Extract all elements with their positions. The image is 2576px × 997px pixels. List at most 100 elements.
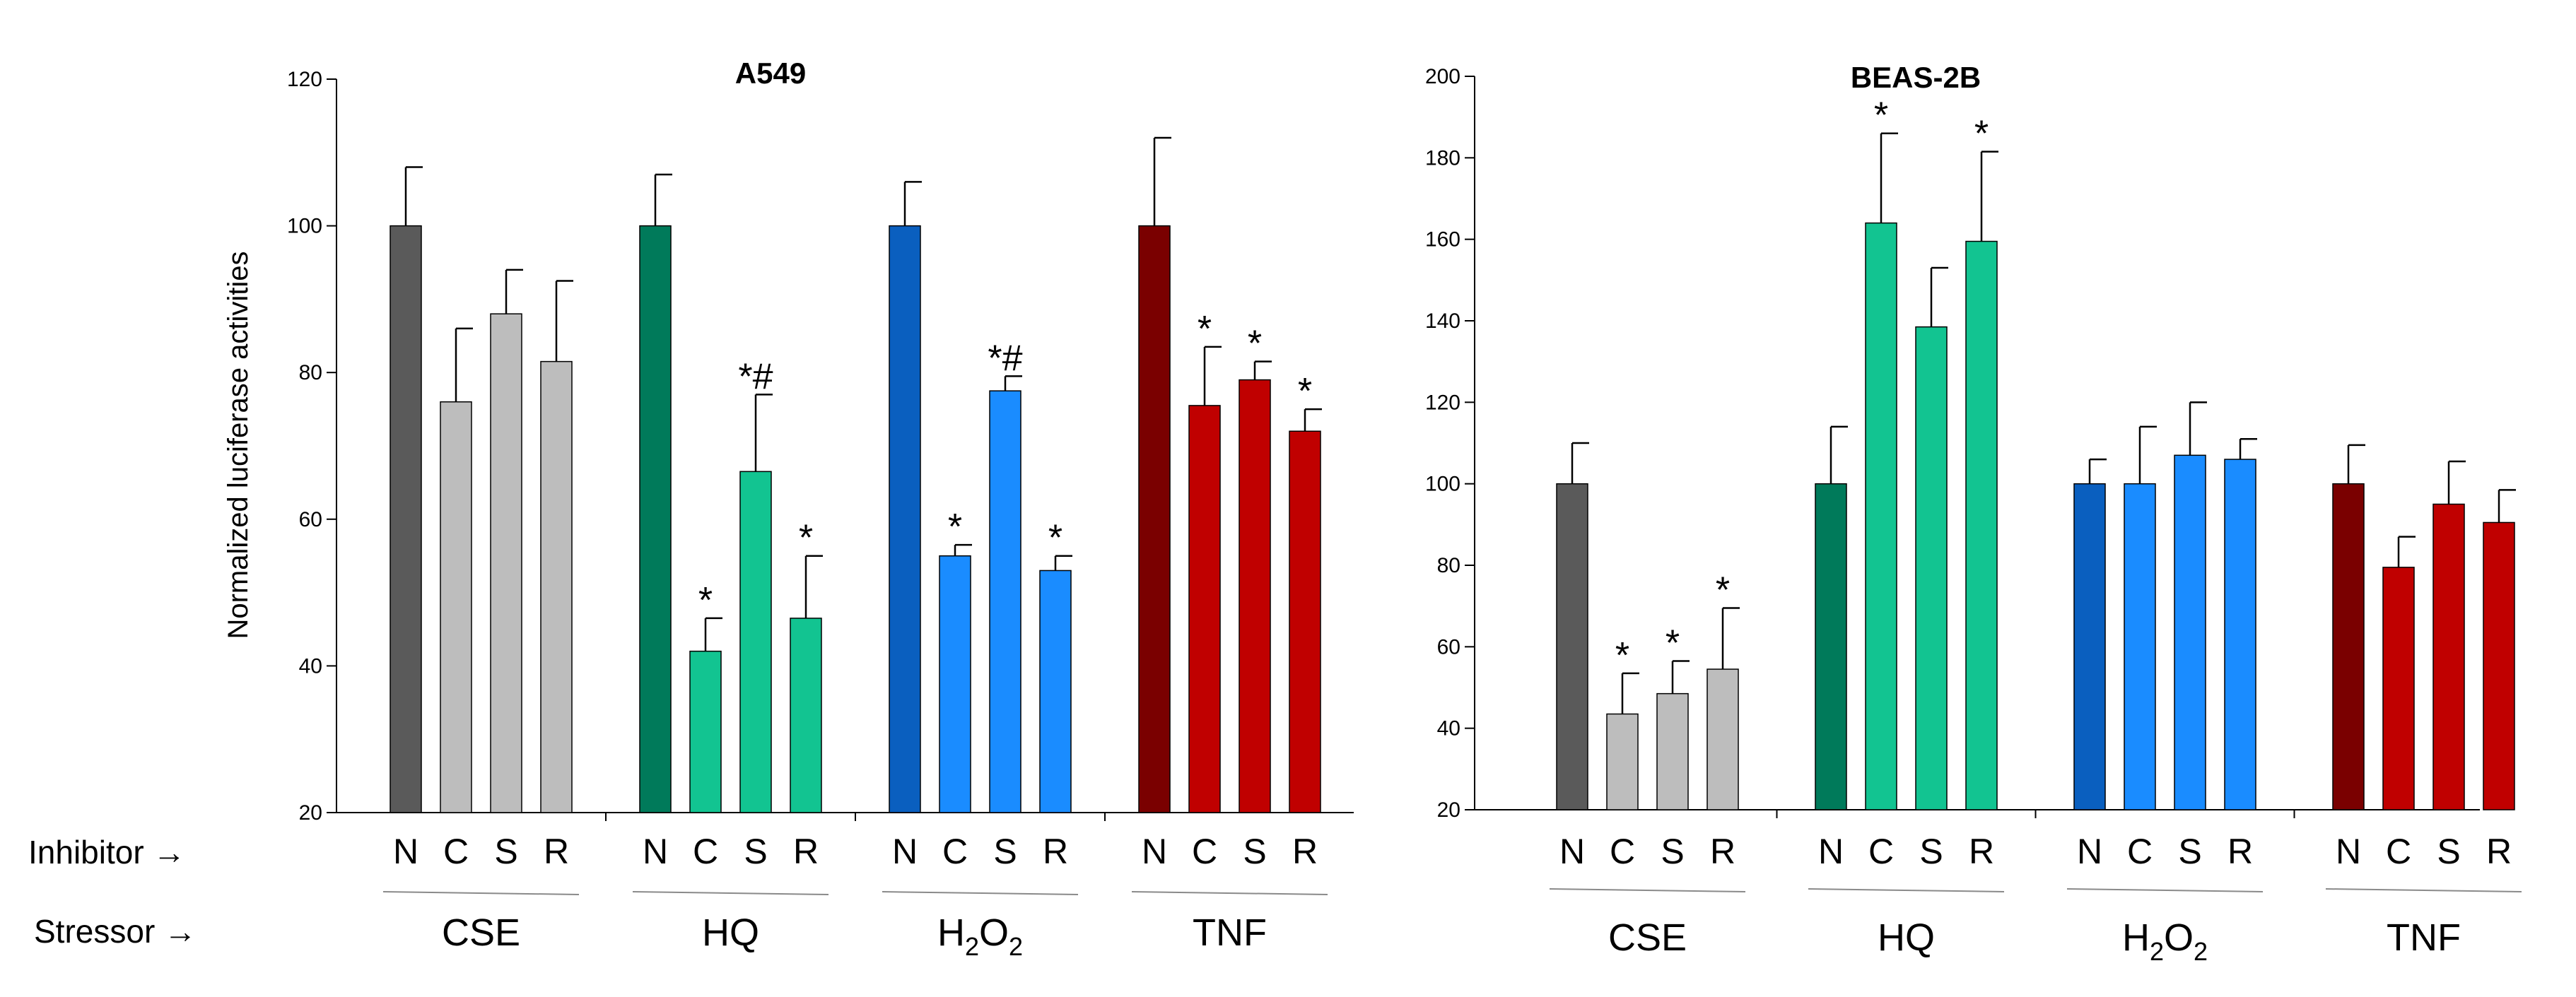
bar-h2o2-r: [1039, 570, 1072, 813]
group-label-hq: HQ: [1878, 916, 1935, 959]
bar-tnf-r: [2483, 521, 2515, 810]
significance-mark-h2o2-r: *: [1048, 518, 1062, 559]
group-label-hq: HQ: [702, 912, 759, 954]
significance-mark-h2o2-c: *: [948, 507, 962, 548]
x-category-label-c: C: [1610, 832, 1635, 871]
x-category-label-r: R: [2486, 832, 2512, 871]
bar-h2o2-r: [2224, 459, 2256, 810]
x-category-label-s: S: [1661, 832, 1684, 871]
x-category-label-s: S: [993, 832, 1017, 871]
x-category-label-r: R: [1043, 832, 1068, 871]
bar-hq-c: [1865, 222, 1897, 810]
group-label-cse: CSE: [442, 912, 520, 954]
significance-mark-h2o2-s: *#: [988, 338, 1022, 379]
bar-cse-n: [390, 225, 422, 813]
y-tick-label: 200: [1425, 65, 1460, 88]
bar-tnf-s: [2432, 503, 2465, 810]
x-category-label-r: R: [1969, 832, 1994, 871]
group-label-h2o2: H2O2: [2122, 916, 2208, 966]
x-category-label-n: N: [892, 832, 918, 871]
bar-tnf-n: [2332, 483, 2365, 810]
x-category-label-r: R: [1710, 832, 1735, 871]
group-underline: [2325, 888, 2522, 892]
y-tick-label: 80: [299, 361, 322, 384]
significance-mark-hq-r: *: [1974, 114, 1989, 155]
x-category-label-n: N: [2077, 832, 2102, 871]
significance-mark-hq-r: *: [799, 518, 813, 559]
significance-mark-cse-s: *: [1665, 623, 1680, 664]
bar-hq-r: [790, 618, 822, 813]
group-underline: [882, 891, 1079, 895]
bar-cse-c: [1606, 713, 1639, 810]
x-category-label-r: R: [544, 832, 569, 871]
bar-tnf-c: [2382, 567, 2415, 810]
y-tick-label: 100: [1425, 473, 1460, 496]
bar-h2o2-n: [889, 225, 921, 813]
chart-title: A549: [735, 57, 806, 90]
bar-hq-n: [639, 225, 672, 813]
group-underline: [632, 891, 829, 895]
inhibitor-row-label: Inhibitor →: [28, 834, 185, 871]
group-underline: [1808, 888, 2005, 892]
y-axis-label: Normalized luciferase activities: [223, 251, 254, 639]
x-category-label-c: C: [2386, 832, 2411, 871]
significance-mark-tnf-r: *: [1298, 371, 1312, 412]
bar-cse-n: [1556, 483, 1588, 810]
x-category-label-s: S: [2178, 832, 2201, 871]
bar-tnf-n: [1138, 225, 1171, 813]
y-tick-label: 60: [299, 508, 322, 531]
x-category-label-s: S: [744, 832, 767, 871]
x-category-label-n: N: [393, 832, 418, 871]
x-category-label-s: S: [494, 832, 517, 871]
x-category-label-r: R: [1292, 832, 1318, 871]
x-category-label-n: N: [2336, 832, 2361, 871]
x-category-label-s: S: [2437, 832, 2460, 871]
row-labels: Inhibitor → Stressor →: [28, 834, 197, 950]
chart-beas-2b: BEAS-2B 20 40 60 80 100 120 140 160 180 200 N * C * S * R…: [1425, 61, 2522, 966]
stressor-row-label: Stressor →: [34, 913, 197, 950]
significance-mark-hq-c: *: [698, 580, 713, 621]
x-category-label-c: C: [693, 832, 718, 871]
x-category-label-n: N: [1559, 832, 1585, 871]
y-tick-label: 20: [1437, 798, 1460, 822]
significance-mark-hq-s: *#: [738, 356, 773, 397]
group-underline: [1131, 891, 1328, 895]
y-tick-label: 160: [1425, 228, 1460, 252]
x-category-label-r: R: [793, 832, 819, 871]
group-label-tnf: TNF: [2387, 916, 2461, 959]
bar-cse-s: [1656, 692, 1689, 810]
bar-hq-c: [689, 650, 722, 813]
bar-h2o2-c: [939, 555, 971, 813]
bar-h2o2-s: [989, 390, 1021, 813]
y-tick-label: 120: [1425, 391, 1460, 414]
x-category-label-c: C: [1868, 832, 1894, 871]
bar-cse-r: [540, 360, 573, 813]
y-tick-label: 40: [299, 654, 322, 678]
x-category-label-s: S: [1919, 832, 1943, 871]
x-category-label-r: R: [2227, 832, 2253, 871]
chart-title: BEAS-2B: [1851, 61, 1981, 94]
bar-hq-s: [1915, 326, 1948, 810]
bar-hq-s: [739, 471, 772, 813]
group-underline: [382, 891, 580, 895]
significance-mark-cse-c: *: [1615, 635, 1629, 676]
x-category-label-c: C: [2127, 832, 2153, 871]
group-label-h2o2: H2O2: [937, 912, 1023, 961]
y-tick-label: 80: [1437, 554, 1460, 577]
significance-mark-tnf-c: *: [1198, 309, 1212, 350]
significance-mark-tnf-s: *: [1248, 324, 1262, 365]
y-tick-label: 120: [287, 68, 322, 91]
y-tick-label: 100: [287, 215, 322, 238]
bar-hq-n: [1815, 483, 1847, 810]
group-label-tnf: TNF: [1193, 912, 1267, 954]
y-tick-label: 20: [299, 801, 322, 825]
bar-cse-c: [440, 401, 472, 813]
x-category-label-c: C: [942, 832, 968, 871]
bar-h2o2-c: [2124, 483, 2156, 810]
chart-a549: A549 Normalized luciferase activities 20 40…: [223, 57, 1354, 961]
x-category-label-c: C: [1192, 832, 1217, 871]
bar-tnf-c: [1188, 405, 1221, 813]
significance-mark-cse-r: *: [1716, 570, 1730, 611]
x-category-label-n: N: [1142, 832, 1167, 871]
